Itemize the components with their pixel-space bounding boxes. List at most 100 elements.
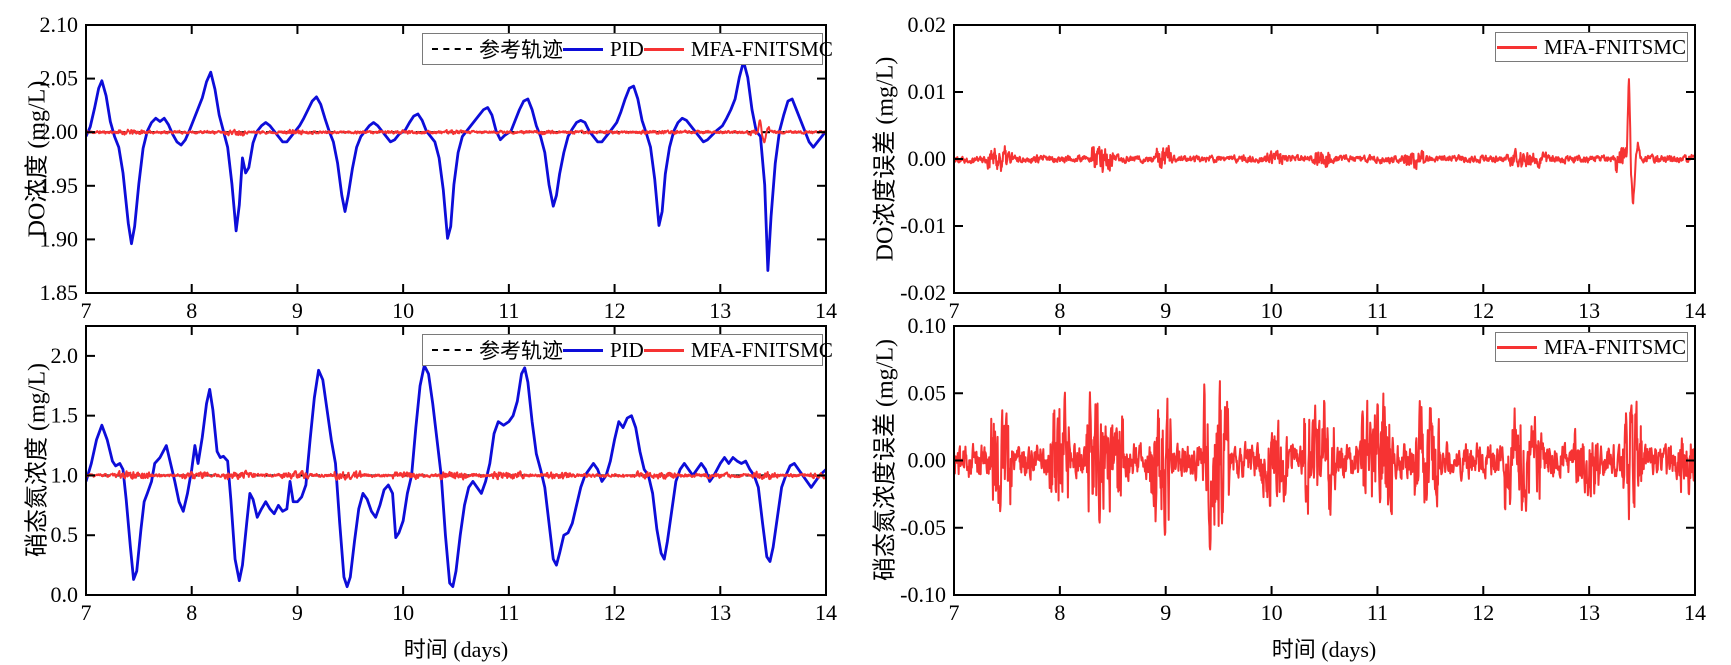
legend-label-mfa: MFA-FNITSMC bbox=[1544, 334, 1686, 359]
x-tick-label: 11 bbox=[1367, 298, 1388, 323]
y-tick-label: 2.0 bbox=[51, 343, 79, 368]
plot-frame bbox=[85, 24, 827, 294]
plot-frame bbox=[85, 325, 827, 596]
x-tick-label: 12 bbox=[1472, 298, 1494, 323]
x-tick-label: 13 bbox=[1578, 600, 1600, 625]
x-tick-label: 10 bbox=[1261, 298, 1283, 323]
y-tick-label: 1.85 bbox=[40, 280, 79, 305]
x-tick-label: 11 bbox=[498, 298, 519, 323]
series-line-pid bbox=[86, 364, 826, 589]
x-tick-label: 9 bbox=[1160, 298, 1171, 323]
legend-item-reference: 参考轨迹 bbox=[432, 34, 563, 64]
series-line-mfa bbox=[954, 380, 1695, 551]
mfa-line-sample bbox=[643, 47, 684, 51]
legend-label-reference: 参考轨迹 bbox=[479, 38, 563, 62]
legend-item-pid: PID bbox=[563, 37, 644, 62]
pid-line-sample bbox=[563, 47, 603, 51]
mfa-line-sample bbox=[1497, 345, 1538, 349]
y-tick-label: 1.90 bbox=[40, 226, 79, 251]
x-tick-label: 13 bbox=[709, 298, 731, 323]
x-tick-label: 14 bbox=[815, 600, 837, 625]
series-group bbox=[954, 78, 1695, 205]
legend-label-pid: PID bbox=[610, 337, 644, 362]
legend-do-error: MFA-FNITSMC bbox=[1495, 32, 1688, 62]
y-axis-label-nitrate-error: 硝态氮浓度误差 (mg/L) bbox=[872, 339, 899, 581]
x-tick-label: 8 bbox=[1054, 600, 1065, 625]
y-tick-label: 0.0 bbox=[51, 582, 79, 607]
x-tick-label: 8 bbox=[1054, 298, 1065, 323]
x-tick-label: 7 bbox=[81, 600, 92, 625]
series-group bbox=[86, 364, 826, 589]
legend-nitrate-error: MFA-FNITSMC bbox=[1495, 332, 1688, 362]
x-tick-label: 10 bbox=[392, 600, 414, 625]
pid-line-sample bbox=[563, 348, 603, 352]
x-tick-label: 14 bbox=[815, 298, 837, 323]
x-axis-label-left: 时间 (days) bbox=[403, 637, 509, 662]
y-tick-label: 1.95 bbox=[40, 173, 79, 198]
mfa-line-sample bbox=[643, 348, 684, 352]
x-tick-label: 12 bbox=[604, 298, 626, 323]
series-group bbox=[86, 60, 826, 272]
x-tick-label: 11 bbox=[498, 600, 519, 625]
chart-do_error: 7 8 9 10 11 12 13 14 -0.02 -0.01 0.00 0.01 0.02 bbox=[900, 12, 1706, 323]
legend-item-reference: 参考轨迹 bbox=[432, 335, 563, 365]
chart-do_concentration: 7 8 9 10 11 12 13 14 1.85 1.90 1.95 2.00 2.05 2.10 bbox=[40, 12, 838, 323]
series-line-mfa bbox=[86, 469, 826, 481]
legend-item-mfa: MFA-FNITSMC bbox=[1497, 35, 1686, 60]
y-tick-label: -0.10 bbox=[900, 582, 946, 607]
x-tick-label: 9 bbox=[292, 600, 303, 625]
legend-nitrate-concentration: 参考轨迹 PID MFA-FNITSMC bbox=[422, 334, 833, 366]
y-tick-label: 0.00 bbox=[908, 448, 947, 473]
legend-item-mfa: MFA-FNITSMC bbox=[643, 337, 833, 363]
legend-do-concentration: 参考轨迹 PID MFA-FNITSMC bbox=[422, 33, 833, 65]
x-tick-label: 14 bbox=[1684, 600, 1706, 625]
legend-label-mfa: MFA-FNITSMC bbox=[690, 36, 833, 61]
legend-label-mfa: MFA-FNITSMC bbox=[690, 337, 833, 362]
y-axis-label-do-error: DO浓度误差 (mg/L) bbox=[872, 56, 899, 262]
y-axis-label-do-concentration: DO浓度 (mg/L) bbox=[24, 80, 51, 238]
y-tick-label: -0.01 bbox=[900, 213, 946, 238]
x-tick-label: 10 bbox=[392, 298, 414, 323]
chart-nitrate_error: 7 8 9 10 11 12 13 14 -0.10 -0.05 0.00 0.05 0.10 bbox=[900, 313, 1706, 625]
y-tick-label: 2.05 bbox=[40, 66, 79, 91]
x-axis-label-right: 时间 (days) bbox=[1271, 637, 1377, 662]
y-tick-label: 1.0 bbox=[51, 462, 79, 487]
legend-label-mfa: MFA-FNITSMC bbox=[1544, 34, 1686, 59]
y-tick-label: -0.02 bbox=[900, 280, 946, 305]
series-line-pid bbox=[86, 60, 826, 272]
legend-label-reference: 参考轨迹 bbox=[479, 339, 563, 363]
x-tick-label: 11 bbox=[1367, 600, 1388, 625]
mfa-line-sample bbox=[1497, 45, 1538, 49]
y-tick-label: 0.00 bbox=[908, 146, 947, 171]
x-tick-label: 12 bbox=[604, 600, 626, 625]
y-tick-label: -0.05 bbox=[900, 515, 946, 540]
legend-item-mfa: MFA-FNITSMC bbox=[643, 36, 833, 62]
x-tick-label: 9 bbox=[1160, 600, 1171, 625]
series-line-mfa bbox=[86, 119, 826, 144]
y-tick-label: 1.5 bbox=[51, 403, 79, 428]
legend-item-pid: PID bbox=[563, 338, 644, 363]
x-tick-label: 7 bbox=[81, 298, 92, 323]
reference-line-sample bbox=[432, 349, 472, 351]
reference-line-sample bbox=[432, 48, 472, 50]
y-tick-label: 0.01 bbox=[908, 79, 947, 104]
y-tick-label: 0.05 bbox=[908, 380, 947, 405]
series-group bbox=[954, 380, 1695, 551]
y-tick-label: 2.00 bbox=[40, 119, 79, 144]
y-tick-label: 0.02 bbox=[908, 12, 947, 37]
y-tick-label: 0.5 bbox=[51, 522, 79, 547]
y-tick-label: 0.10 bbox=[908, 313, 947, 338]
y-axis-label-nitrate-concentration: 硝态氮浓度 (mg/L) bbox=[24, 363, 51, 557]
x-tick-label: 13 bbox=[709, 600, 731, 625]
x-tick-label: 8 bbox=[186, 600, 197, 625]
x-tick-label: 12 bbox=[1472, 600, 1494, 625]
y-tick-label: 2.10 bbox=[40, 12, 79, 37]
x-tick-label: 14 bbox=[1684, 298, 1706, 323]
series-line-mfa bbox=[954, 78, 1695, 205]
x-tick-label: 8 bbox=[186, 298, 197, 323]
x-tick-label: 7 bbox=[949, 298, 960, 323]
x-tick-label: 9 bbox=[292, 298, 303, 323]
x-tick-label: 10 bbox=[1261, 600, 1283, 625]
